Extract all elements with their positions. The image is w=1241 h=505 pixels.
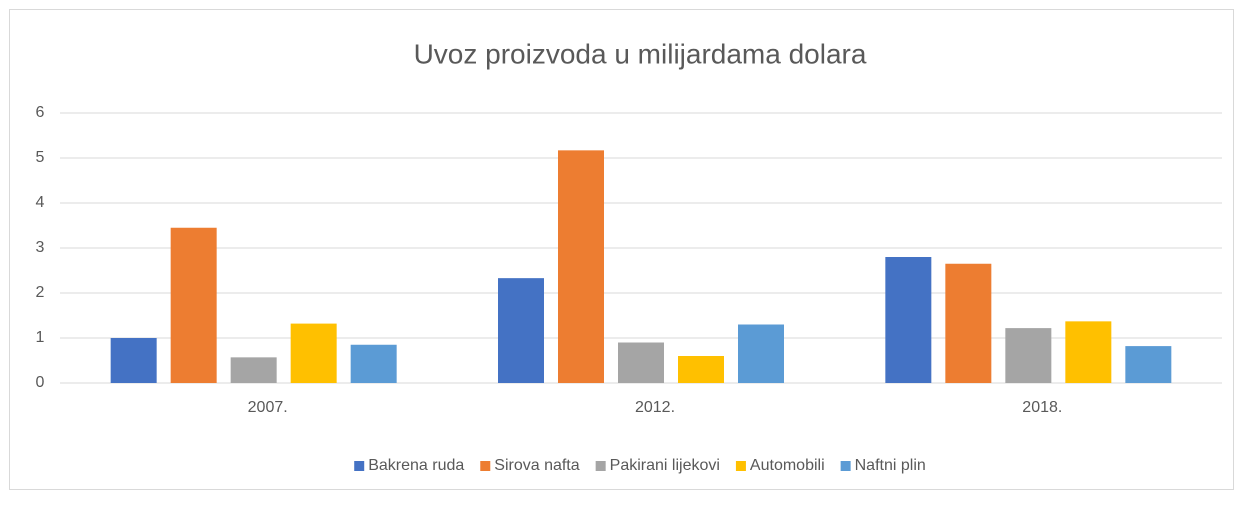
y-tick-label: 6 [36,104,45,121]
legend-swatch [480,461,491,471]
bar [1125,346,1172,383]
y-tick-label: 1 [36,329,45,346]
bar [738,324,784,383]
bar [230,357,277,383]
legend-label: Naftni plin [855,457,926,474]
legend-swatch [595,461,606,471]
legend-swatch [354,461,365,471]
legend-swatch [840,461,851,471]
x-tick-label: 2007. [248,399,288,416]
bar [558,150,604,383]
bar [290,323,337,383]
bar [170,227,217,383]
x-tick-label: 2018. [1022,399,1062,416]
bar [678,356,724,383]
bar [350,344,397,383]
legend-label: Sirova nafta [494,457,579,474]
y-tick-label: 3 [36,239,45,256]
bar [618,342,664,383]
bar [110,338,157,383]
legend-label: Automobili [750,457,825,474]
bar [498,278,544,383]
y-tick-label: 0 [36,374,45,391]
x-tick-label: 2012. [635,399,675,416]
y-tick-label: 2 [36,284,45,301]
y-tick-label: 4 [36,194,45,211]
chart-title: Uvoz proizvoda u milijardama dolara [414,38,867,69]
bar [945,263,992,383]
bar [885,257,932,383]
legend-label: Pakirani lijekovi [610,457,720,474]
bar [1005,328,1052,383]
legend-label: Bakrena ruda [368,457,464,474]
legend-swatch [735,461,746,471]
bar [1065,321,1112,383]
y-tick-label: 5 [36,149,45,166]
